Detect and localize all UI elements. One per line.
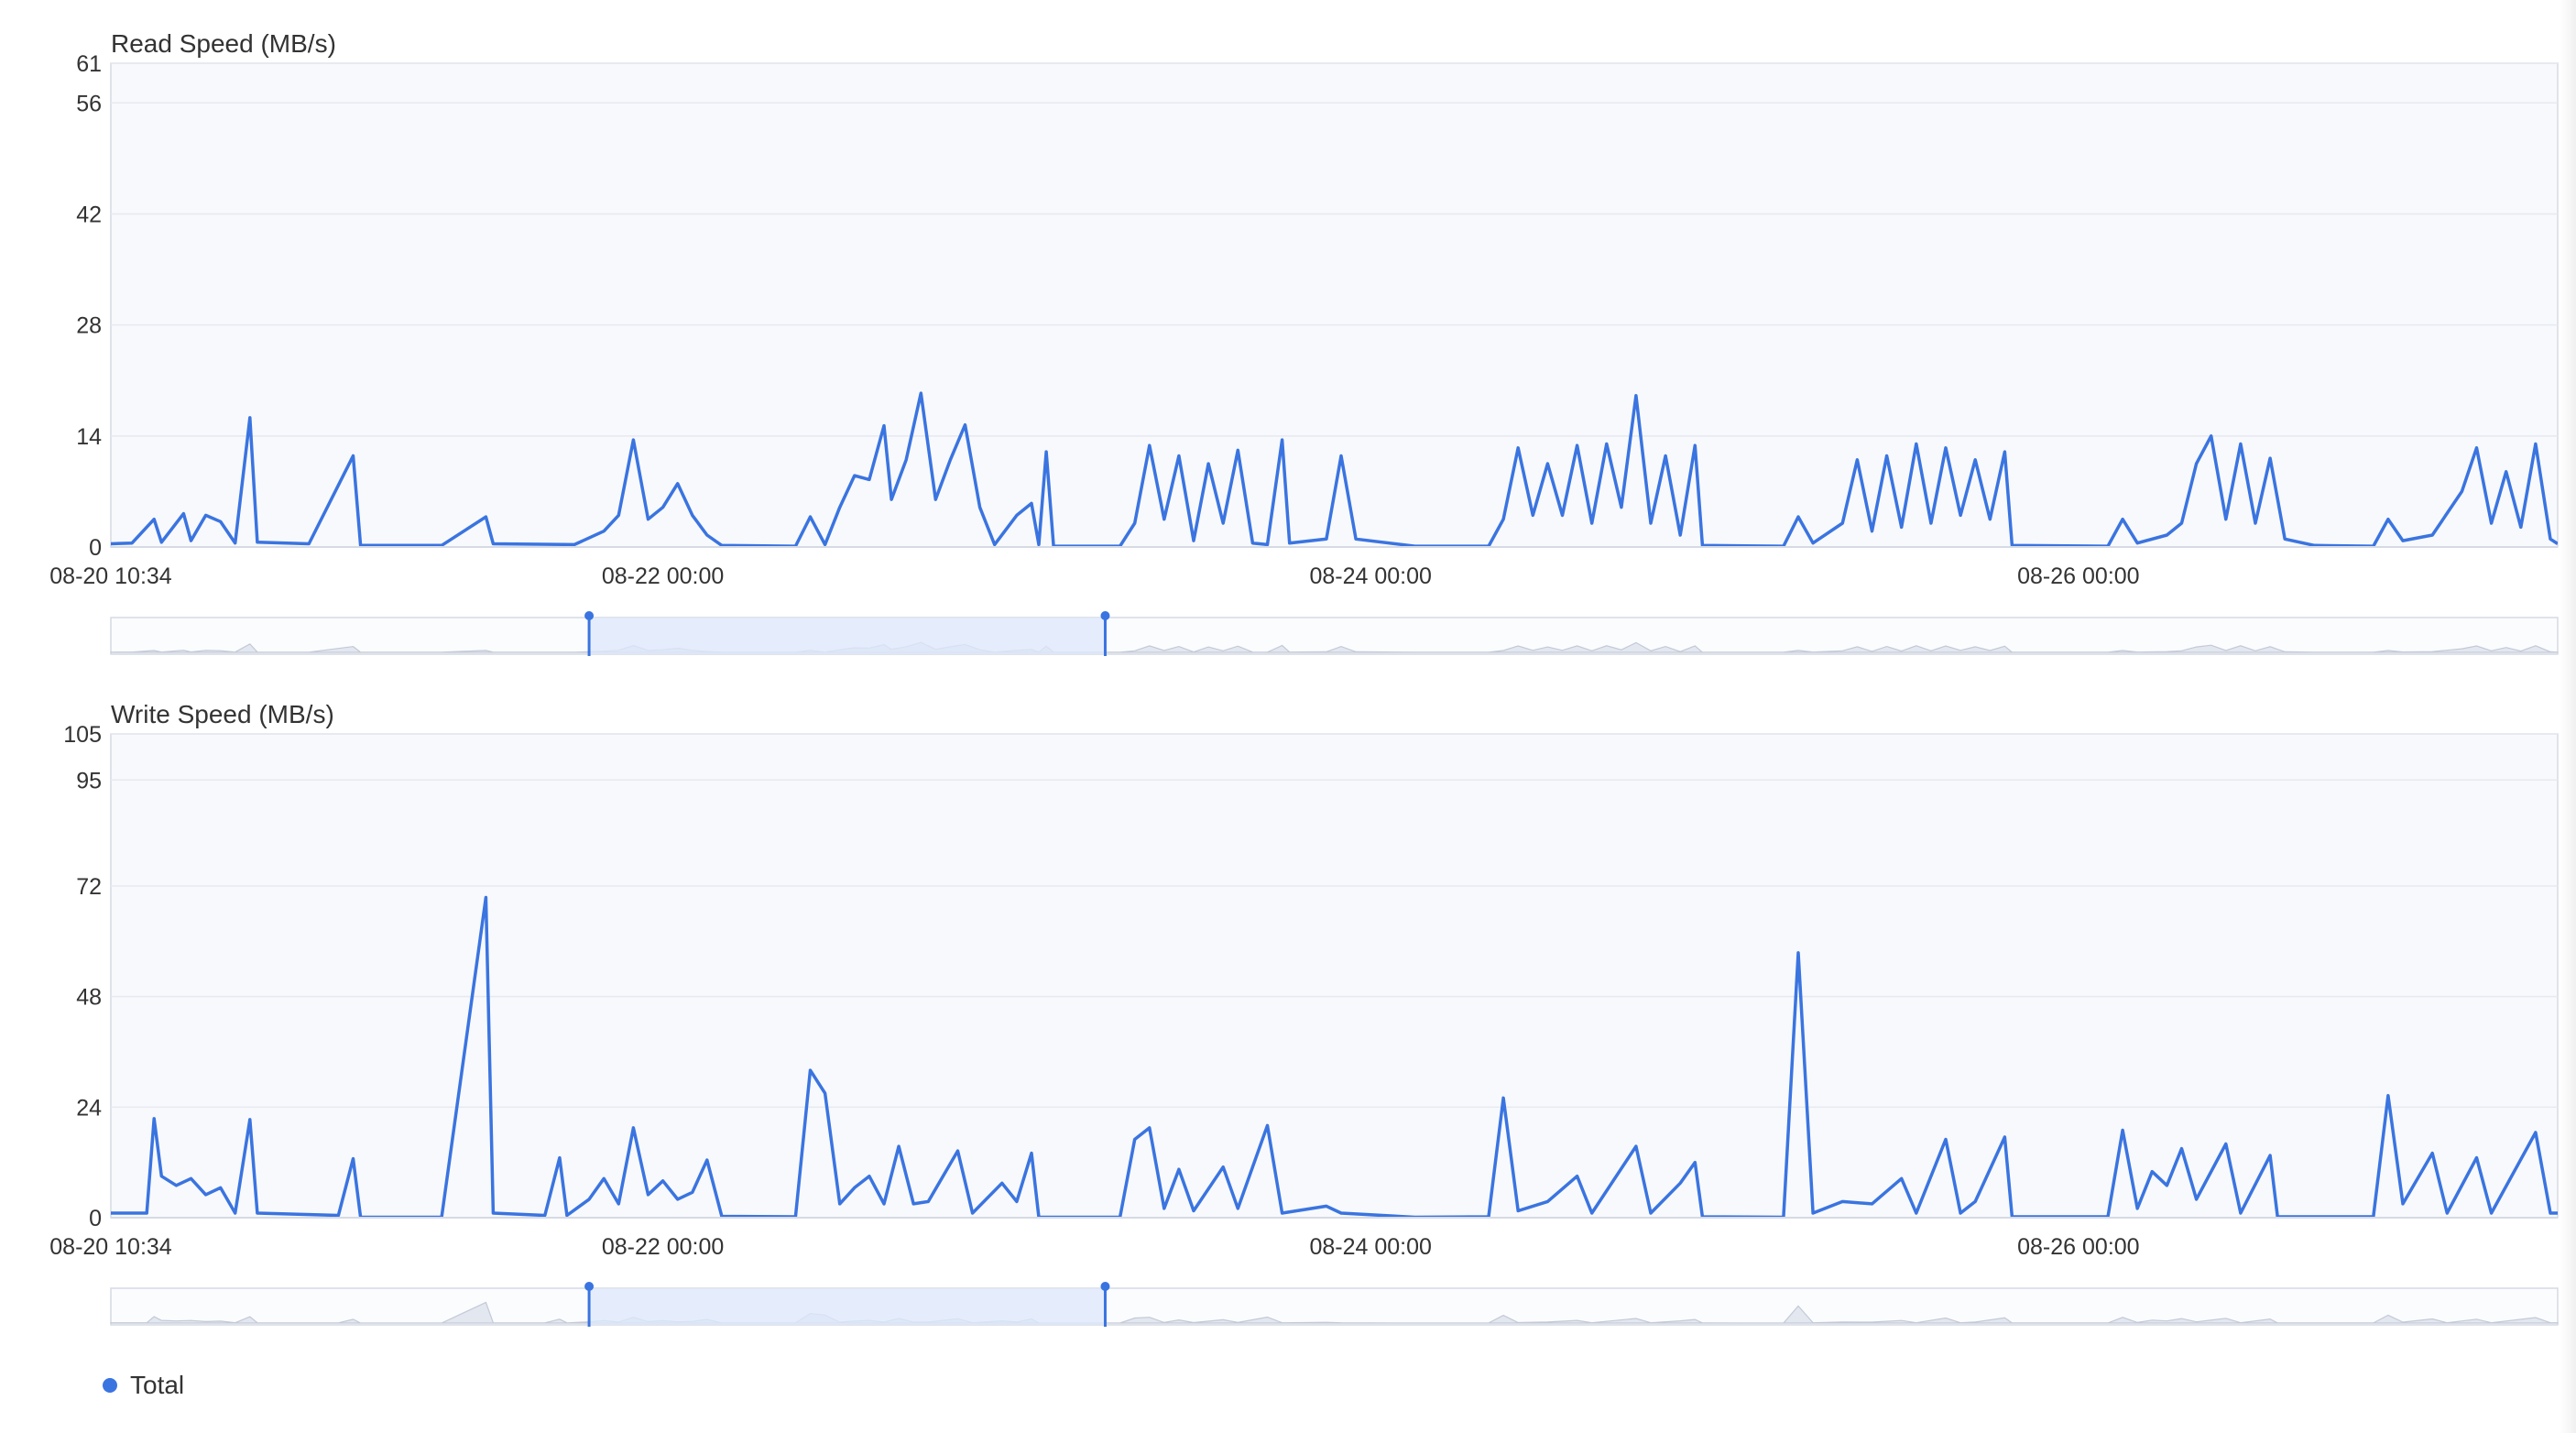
read-x-tick-label: 08-26 00:00 <box>2017 563 2139 589</box>
read-speed-chart: Read Speed (MB/s) 0 14 28 42 56 61 08-20 10:3… <box>49 29 2559 656</box>
write-plot-area[interactable] <box>110 733 2559 1219</box>
y-tick-label: 48 <box>76 985 102 1011</box>
read-slider-track[interactable] <box>110 617 2559 655</box>
write-x-tick-label: 08-24 00:00 <box>1309 1234 1431 1260</box>
write-slider-start-knob[interactable] <box>584 1282 595 1291</box>
y-tick-label: 95 <box>76 768 102 793</box>
read-x-tick-label: 08-24 00:00 <box>1309 563 1431 589</box>
write-speed-chart: Write Speed (MB/s) 0 24 48 72 95 105 08-20 10… <box>49 700 2559 1327</box>
write-range-slider[interactable] <box>110 1282 2559 1327</box>
read-series-line <box>111 391 2558 547</box>
read-x-start-label: 08-20 10:34 <box>49 563 172 589</box>
y-tick-label: 28 <box>76 313 102 339</box>
y-tick-label: 14 <box>76 424 102 450</box>
dot-icon <box>103 1378 117 1393</box>
write-slider-track[interactable] <box>110 1287 2559 1326</box>
write-x-start-label: 08-20 10:34 <box>49 1234 172 1260</box>
read-range-slider[interactable] <box>110 611 2559 656</box>
legend-item-total[interactable]: Total <box>103 1371 184 1400</box>
y-tick-label: 42 <box>76 202 102 227</box>
write-y-axis: 0 24 48 72 95 105 <box>63 722 102 1231</box>
read-plot-area[interactable] <box>110 62 2559 548</box>
read-slider-end-knob[interactable] <box>1100 611 1110 620</box>
y-tick-label: 0 <box>89 1206 102 1231</box>
read-x-tick-label: 08-22 00:00 <box>602 563 724 589</box>
y-tick-label: 0 <box>89 535 102 561</box>
write-slider-overview-area <box>110 1301 2559 1324</box>
write-series-line <box>111 895 2558 1218</box>
write-x-axis: 08-20 10:34 08-22 00:00 08-24 00:00 08-2… <box>49 1234 2139 1260</box>
read-y-axis: 0 14 28 42 56 61 <box>76 51 102 561</box>
write-speed-title: Write Speed (MB/s) <box>111 700 334 728</box>
read-x-axis: 08-20 10:34 08-22 00:00 08-24 00:00 08-2… <box>49 563 2139 589</box>
y-tick-label: 24 <box>76 1095 102 1121</box>
read-speed-title: Read Speed (MB/s) <box>111 29 336 58</box>
y-tick-label: 72 <box>76 874 102 900</box>
y-tick-label: 61 <box>76 51 102 77</box>
y-tick-label: 56 <box>76 91 102 116</box>
write-x-tick-label: 08-26 00:00 <box>2017 1234 2139 1260</box>
legend-label: Total <box>130 1371 185 1399</box>
read-slider-start-knob[interactable] <box>584 611 595 620</box>
read-slider-selection[interactable] <box>589 618 1106 654</box>
scrollbar-edge <box>2560 0 2576 1433</box>
y-tick-label: 105 <box>63 722 102 748</box>
write-slider-selection[interactable] <box>589 1288 1106 1325</box>
write-x-tick-label: 08-22 00:00 <box>602 1234 724 1260</box>
write-slider-end-knob[interactable] <box>1100 1282 1110 1291</box>
